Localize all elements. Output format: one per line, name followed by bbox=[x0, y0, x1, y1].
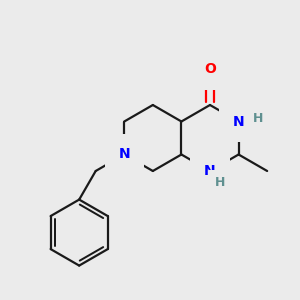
Text: O: O bbox=[204, 62, 216, 76]
Text: N: N bbox=[118, 148, 130, 161]
Text: H: H bbox=[253, 112, 263, 125]
Text: H: H bbox=[215, 176, 225, 190]
Text: N: N bbox=[204, 164, 216, 178]
Text: N: N bbox=[233, 115, 244, 128]
